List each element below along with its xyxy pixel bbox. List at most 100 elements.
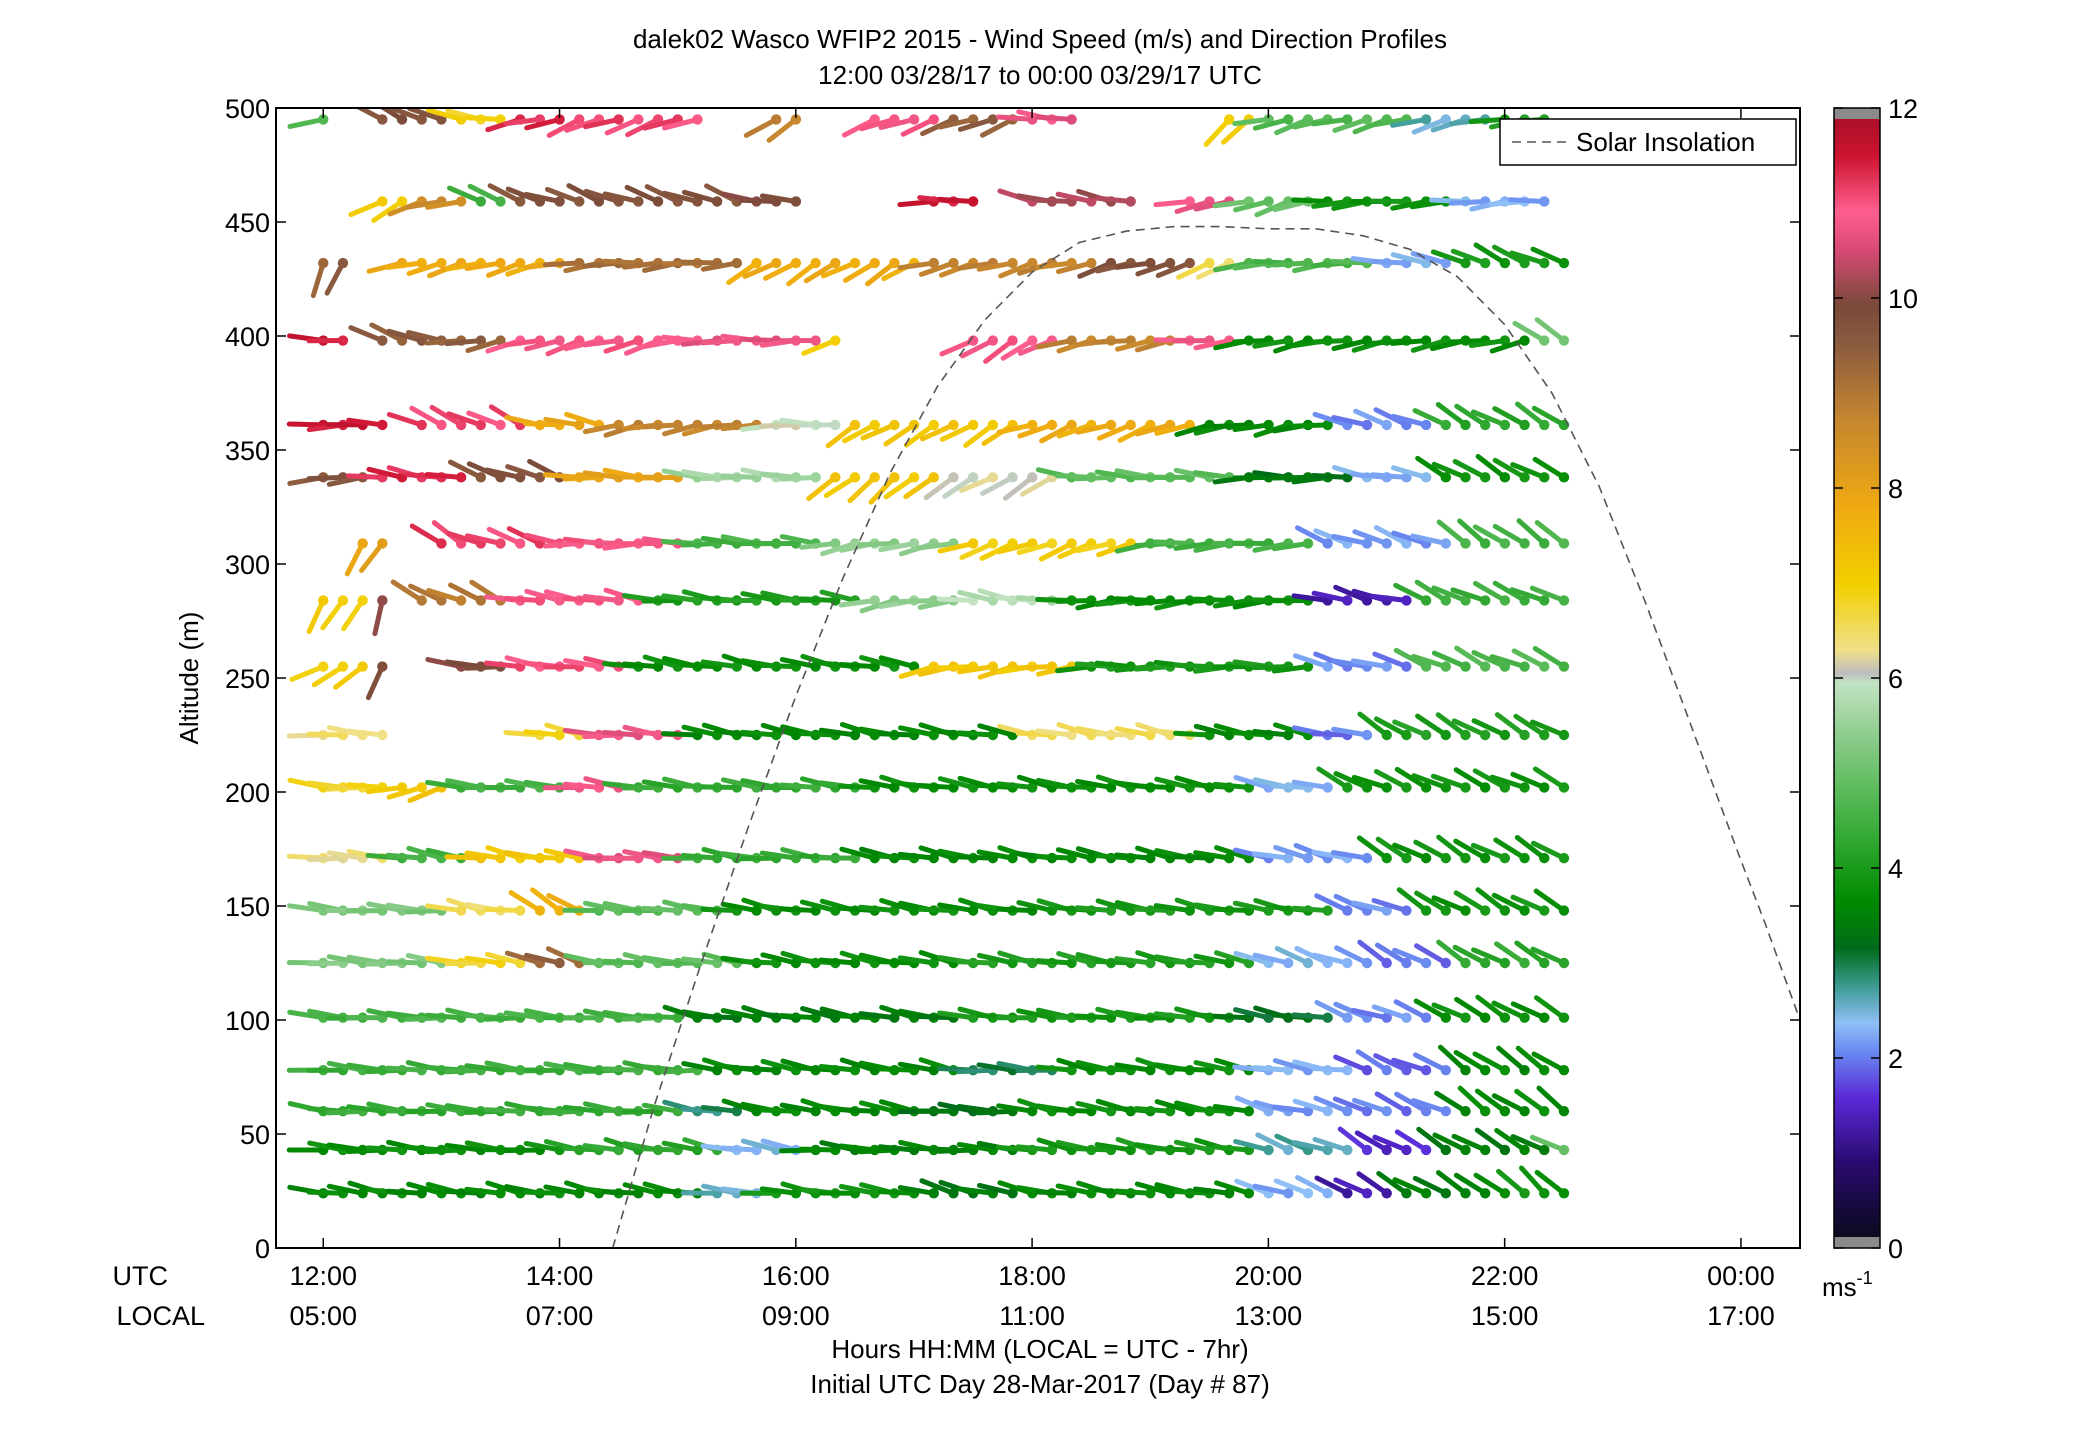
wind-barb [900,258,939,268]
wind-barb-dot [1441,1106,1451,1116]
wind-barb-dot [318,258,328,268]
colorbar-tick-label: 10 [1888,284,1918,314]
wind-barb-dot [574,196,584,206]
wind-barb-dot [1500,730,1510,740]
wind-barb-dot [1066,538,1076,548]
wind-barb-dot [1421,853,1431,863]
wind-barb-dot [1480,1106,1490,1116]
wind-barb-dot [1126,420,1136,430]
chart-title-line1: dalek02 Wasco WFIP2 2015 - Wind Speed (m… [633,24,1447,54]
wind-barb-dot [988,538,998,548]
wind-barb-dot [1382,538,1392,548]
wind-barb-dot [1480,258,1490,268]
wind-barb-dot [1460,661,1470,671]
wind-barb-dot [1480,958,1490,968]
wind-barb-dot [1559,730,1569,740]
wind-barb-dot [1480,782,1490,792]
wind-barb-dot [1539,730,1549,740]
wind-barb-dot [1421,1065,1431,1075]
wind-barb-dot [1441,472,1451,482]
wind-barbs-layer [289,101,1569,1198]
wind-barb-dot [1401,782,1411,792]
wind-barb-dot [929,1188,939,1198]
wind-barb-dot [1342,1065,1352,1075]
wind-barb-dot [1401,595,1411,605]
wind-barb-dot [1342,958,1352,968]
wind-barb-dot [1421,905,1431,915]
wind-barb-dot [1441,1013,1451,1023]
wind-barb-dot [1519,853,1529,863]
wind-barb-dot [1519,538,1529,548]
x-tick-label-local: 13:00 [1235,1301,1303,1331]
wind-barb-dot [1401,1013,1411,1023]
wind-barb-dot [1382,420,1392,430]
wind-barb-dot [1460,730,1470,740]
x-tick-label-utc: 00:00 [1707,1261,1775,1291]
wind-barb [939,196,978,206]
wind-barb-dot [1401,958,1411,968]
wind-barb-dot [1382,958,1392,968]
wind-barb-dot [968,472,978,482]
wind-barb [1294,905,1333,915]
wind-barb-dot [1322,1188,1332,1198]
wind-barb-dot [1460,538,1470,548]
wind-barb-dot [1559,1065,1569,1075]
wind-barb-dot [869,258,879,268]
wind-barb [467,114,506,124]
wind-barb-dot [1303,1188,1313,1198]
wind-barb-dot [692,114,702,124]
wind-barb-dot [791,258,801,268]
wind-barb [1415,411,1451,431]
wind-barb-dot [1441,1065,1451,1075]
wind-barb-dot [1559,905,1569,915]
wind-barb-dot [1480,730,1490,740]
wind-barb-dot [929,114,939,124]
wind-barb-dot [357,595,367,605]
wind-barb-dot [751,258,761,268]
wind-barb-dot [1480,1013,1490,1023]
wind-barb-dot [1342,1013,1352,1023]
wind-barb-dot [1007,335,1017,345]
wind-barb-dot [1027,472,1037,482]
wind-barb-dot [377,420,387,430]
wind-barb-dot [1559,1145,1569,1155]
wind-barb-dot [1421,1188,1431,1198]
wind-barb-dot [810,258,820,268]
wind-barb-dot [850,420,860,430]
wind-barb-dot [1322,1013,1332,1023]
y-tick-label: 250 [225,664,270,694]
wind-barb-dot [988,420,998,430]
y-tick-label: 100 [225,1006,270,1036]
y-tick-label: 300 [225,550,270,580]
wind-barb-dot [338,661,348,671]
wind-barb [352,104,387,125]
wind-barb-dot [1382,1145,1392,1155]
wind-barb-dot [1559,958,1569,968]
x-tick-label-utc: 12:00 [289,1261,357,1291]
wind-barb-dot [732,258,742,268]
wind-barb-dot [1382,661,1392,671]
wind-barb-dot [1500,1106,1510,1116]
wind-barb-dot [1401,1106,1411,1116]
wind-barb-dot [1322,538,1332,548]
wind-barb-dot [1204,258,1214,268]
wind-barb-dot [1421,420,1431,430]
wind-barb-dot [1480,1145,1490,1155]
wind-barb-dot [830,335,840,345]
wind-barb-dot [1382,853,1392,863]
wind-barb-dot [1519,661,1529,671]
wind-barb-dot [653,196,663,206]
wind-barb-dot [1460,472,1470,482]
wind-barb-dot [1342,1145,1352,1155]
wind-barb-dot [377,661,387,671]
x-tick-label-utc: 18:00 [998,1261,1066,1291]
wind-barb-dot [1500,1188,1510,1198]
wind-barb [1294,1013,1333,1023]
wind-barb-dot [1421,472,1431,482]
wind-barb-dot [1460,1188,1470,1198]
wind-barb-dot [377,335,387,345]
wind-barb-dot [1382,1065,1392,1075]
y-axis-label: Altitude (m) [174,612,204,745]
wind-barb-dot [929,472,939,482]
wind-barb-dot [830,258,840,268]
